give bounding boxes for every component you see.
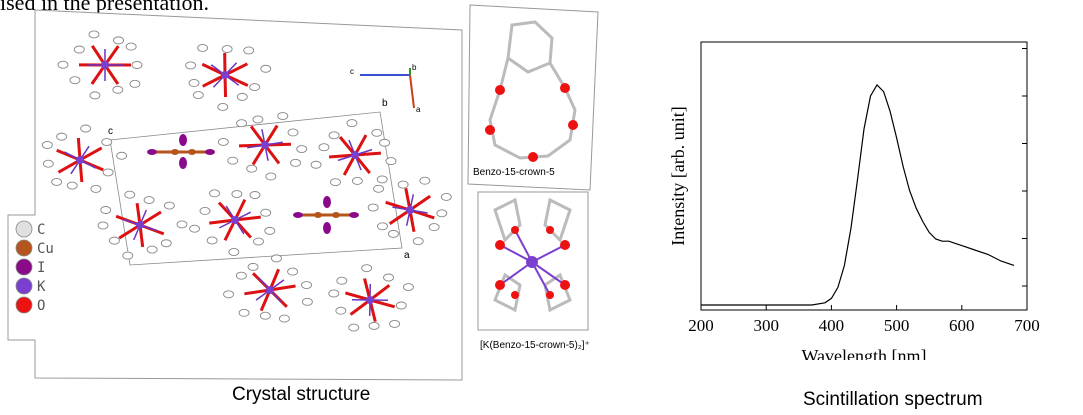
cui-dimer-1 <box>147 134 215 169</box>
k-crown-complex <box>189 189 276 256</box>
k-crown-complex <box>185 43 272 111</box>
x-tick-label: 600 <box>949 316 975 335</box>
x-axis-label: Wavelength [nm] <box>801 346 926 360</box>
scintillation-chart: 200 300 400 500 600 700 Wavelength [nm] Inten… <box>668 41 1040 360</box>
inset-bottom-label: [K(Benzo-15-crown-5)₂]⁺ <box>480 340 590 351</box>
legend-item-o: O <box>15 296 45 314</box>
y-axis-label: Intensity [arb. unit] <box>668 106 688 245</box>
legend-swatch <box>15 277 33 295</box>
legend-item-c: C <box>15 220 45 238</box>
x-tick-label: 700 <box>1014 316 1040 335</box>
molecule-clusters <box>41 30 452 332</box>
legend-item-cu: Cu <box>15 239 54 257</box>
cell-label-c: c <box>108 126 113 137</box>
legend-label: I <box>37 260 45 276</box>
element-legend: C Cu IKO <box>15 220 54 314</box>
inset-top-label: Benzo-15-crown-5 <box>473 167 555 178</box>
caption-scintillation-spectrum: Scintillation spectrum <box>803 389 983 410</box>
y-ticks <box>1022 48 1027 287</box>
legend-swatch <box>15 239 33 257</box>
spectrum-line <box>701 84 1015 306</box>
caption-crystal-structure: Crystal structure <box>232 384 371 405</box>
x-tick-label: 500 <box>884 316 910 335</box>
inset-top-frame <box>467 4 599 191</box>
x-tick-label: 300 <box>753 316 779 335</box>
x-tick-label: 200 <box>688 316 714 335</box>
plot-frame <box>700 41 1028 311</box>
x-ticks: 200 300 400 500 600 700 <box>688 305 1040 335</box>
legend-label: K <box>37 279 46 295</box>
k-crown-complex <box>328 264 414 332</box>
crown-oxygens <box>485 83 578 162</box>
k-crown-complex <box>41 124 128 193</box>
triad-label-b: b <box>412 63 417 72</box>
k-crown-complex <box>57 30 143 100</box>
legend-item-k: K <box>15 277 46 295</box>
k-complex-molecule <box>493 197 572 313</box>
triad-label-c: c <box>350 67 354 76</box>
k-crown-complex <box>97 190 188 260</box>
legend-swatch <box>15 258 33 276</box>
legend-swatch <box>15 296 33 314</box>
k-crown-complex <box>217 112 308 181</box>
legend-swatch <box>15 220 33 238</box>
k-crown-complex <box>310 119 397 187</box>
cell-label-a: a <box>404 250 410 261</box>
unit-cell <box>109 111 403 266</box>
crystal-structure-figure: c b a c b a C Cu IKO Benzo-15-crown-5 <box>7 4 599 381</box>
k-crown-complex <box>367 176 452 246</box>
k-crown-complex <box>223 254 313 323</box>
x-tick-label: 400 <box>819 316 845 335</box>
axis-triad: c b a <box>350 63 421 114</box>
legend-label: Cu <box>37 241 54 257</box>
triad-label-a: a <box>416 105 421 114</box>
cui-dimer-2 <box>293 196 359 234</box>
legend-item-i: I <box>15 258 45 276</box>
cell-label-b: b <box>382 98 388 109</box>
legend-label: O <box>37 298 45 314</box>
legend-label: C <box>37 222 45 238</box>
